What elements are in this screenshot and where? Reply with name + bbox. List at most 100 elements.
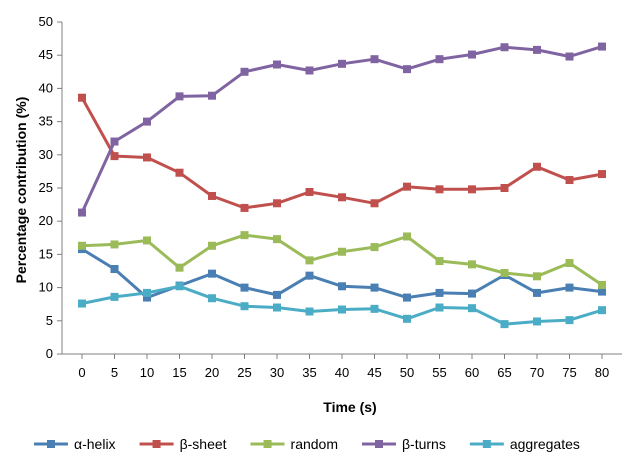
- data-point: [305, 66, 314, 75]
- x-tick-label: 70: [530, 365, 544, 380]
- data-point: [143, 153, 151, 162]
- x-tick-label: 30: [270, 365, 284, 380]
- legend-label: α-helix: [74, 436, 116, 452]
- data-point: [403, 182, 411, 191]
- y-axis-title: Percentage contribution (%): [13, 97, 29, 284]
- y-tick-label: 10: [39, 280, 53, 295]
- data-point: [78, 93, 86, 102]
- series-group: [78, 42, 606, 329]
- data-point: [565, 316, 574, 325]
- data-point: [208, 91, 216, 100]
- data-point: [435, 288, 444, 297]
- data-point: [273, 60, 281, 69]
- data-point: [598, 170, 606, 179]
- data-point: [370, 283, 379, 292]
- data-point: [305, 256, 314, 265]
- x-tick-label: 35: [302, 365, 316, 380]
- data-point: [435, 185, 444, 194]
- y-tick-label: 5: [46, 313, 53, 328]
- data-point: [435, 257, 444, 266]
- data-point: [468, 185, 476, 194]
- data-point: [565, 259, 574, 268]
- data-point: [175, 263, 184, 272]
- data-point: [208, 191, 216, 200]
- data-point: [175, 92, 184, 101]
- y-tick-label: 35: [39, 114, 53, 129]
- x-tick-label: 25: [237, 365, 251, 380]
- data-point: [338, 193, 346, 202]
- data-point: [110, 137, 119, 146]
- data-point: [403, 293, 411, 302]
- data-point: [500, 184, 509, 192]
- x-tick-label: 60: [465, 365, 479, 380]
- y-tick-label: 20: [39, 213, 53, 228]
- data-point: [468, 289, 476, 298]
- x-tick-label: 50: [400, 365, 414, 380]
- data-point: [403, 314, 411, 323]
- data-point: [468, 304, 476, 313]
- y-tick-label: 50: [39, 14, 53, 29]
- data-point: [78, 299, 86, 308]
- data-point: [338, 247, 346, 256]
- data-point: [468, 50, 476, 59]
- x-tick-label: 5: [111, 365, 118, 380]
- data-point: [338, 59, 346, 68]
- x-tick-label: 0: [78, 365, 85, 380]
- data-point: [533, 162, 541, 171]
- data-point: [240, 283, 249, 292]
- data-point: [598, 306, 606, 315]
- data-point: [533, 288, 541, 297]
- legend-swatch-marker: [375, 440, 383, 448]
- legend-swatch-marker: [47, 440, 55, 448]
- data-point: [273, 290, 281, 299]
- data-point: [500, 268, 509, 277]
- data-point: [208, 294, 216, 303]
- series-4: [78, 282, 606, 329]
- series-2: [78, 231, 606, 289]
- data-point: [370, 304, 379, 313]
- data-point: [403, 232, 411, 241]
- y-tick-label: 0: [46, 346, 53, 361]
- data-point: [110, 240, 119, 249]
- y-tick-label: 40: [39, 80, 53, 95]
- data-point: [565, 52, 574, 61]
- y-tick-label: 30: [39, 147, 53, 162]
- data-point: [305, 271, 314, 280]
- data-point: [565, 283, 574, 292]
- data-point: [143, 236, 151, 245]
- data-point: [273, 303, 281, 312]
- legend-item: α-helix: [34, 436, 116, 452]
- legend-item: β-turns: [362, 436, 446, 452]
- legend-item: β-sheet: [139, 436, 227, 452]
- data-point: [435, 55, 444, 64]
- legend-label: aggregates: [510, 436, 580, 452]
- data-point: [533, 317, 541, 326]
- data-point: [240, 67, 249, 76]
- data-point: [533, 45, 541, 54]
- legend-swatch-marker: [263, 440, 272, 448]
- x-tick-label: 55: [432, 365, 446, 380]
- data-point: [208, 241, 216, 250]
- legend-item: random: [250, 436, 338, 452]
- legend: α-helix β-sheet random β-turns aggregates: [34, 436, 580, 452]
- series-3: [78, 42, 606, 217]
- data-point: [110, 265, 119, 274]
- data-point: [240, 203, 249, 212]
- x-axis-title: Time (s): [323, 399, 376, 415]
- data-point: [598, 287, 606, 296]
- legend-label: β-turns: [402, 436, 446, 452]
- data-point: [533, 272, 541, 281]
- legend-swatch-marker: [482, 440, 491, 448]
- data-point: [403, 65, 411, 74]
- x-tick-label: 65: [497, 365, 511, 380]
- data-point: [468, 260, 476, 269]
- data-point: [143, 288, 151, 297]
- legend-swatch-marker: [152, 440, 161, 448]
- legend-item: aggregates: [469, 436, 580, 452]
- data-point: [143, 293, 151, 302]
- data-point: [370, 243, 379, 252]
- x-tick-label: 15: [172, 365, 186, 380]
- axes: 0 5 10 15 20 25 30 35 40 45 50 0 5 10 15 20 25 30 35 40 45 50…: [39, 14, 622, 380]
- y-tick-label: 25: [39, 180, 53, 195]
